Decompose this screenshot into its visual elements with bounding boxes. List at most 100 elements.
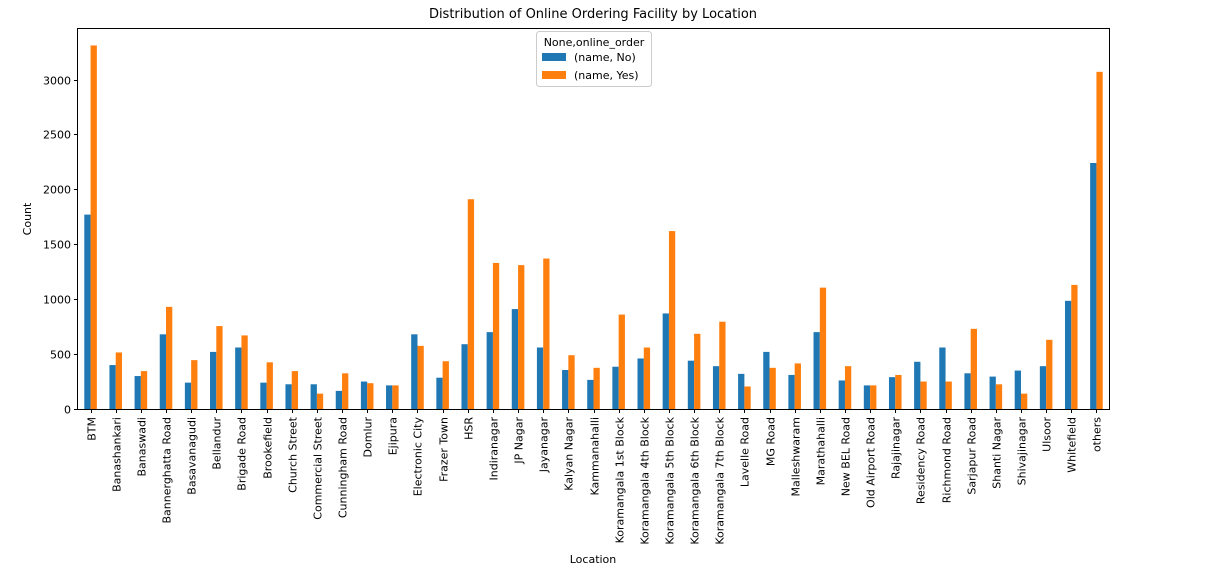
x-tick-label: Ejipura: [387, 417, 400, 455]
bar-yes-34: [945, 381, 952, 409]
x-tick-label: Commercial Street: [312, 416, 325, 519]
bar-no-16: [486, 332, 493, 409]
x-tick-label: BTM: [86, 417, 99, 441]
x-axis-label: Location: [570, 553, 617, 566]
bar-no-36: [989, 376, 996, 409]
bar-no-15: [461, 344, 468, 409]
axes-group: [77, 28, 1110, 410]
legend-swatch-yes: [542, 71, 566, 79]
bar-yes-35: [970, 328, 977, 409]
x-tick-label: Kammanahalli: [589, 417, 602, 496]
x-tick-label: Lavelle Road: [739, 417, 752, 487]
bar-yes-5: [216, 326, 223, 409]
bar-no-39: [1064, 300, 1072, 409]
x-ticks: BTM Banashankari Banaswadi Bannerghatta Roa…: [86, 409, 1104, 545]
x-tick-label: Ulsoor: [1041, 417, 1054, 452]
x-tick-label: JP Nagar: [513, 417, 526, 465]
x-tick-label: Koramangala 1st Block: [614, 416, 627, 543]
x-tick-label: Brookefield: [262, 417, 275, 479]
bar-yes-20: [593, 367, 600, 409]
x-tick-label: Domlur: [362, 417, 375, 458]
bar-yes-32: [895, 374, 902, 409]
bar-no-11: [360, 381, 368, 409]
x-tick-label: Koramangala 5th Block: [664, 416, 677, 544]
y-tick-label: 3000: [43, 75, 71, 88]
bar-yes-31: [870, 385, 877, 409]
bar-yes-33: [920, 381, 927, 409]
bar-no-10: [335, 390, 343, 409]
bar-no-32: [888, 377, 896, 409]
bar-yes-13: [417, 345, 424, 409]
bar-no-3: [159, 334, 167, 409]
bar-no-4: [184, 382, 192, 409]
legend-title: None,online_order: [544, 36, 645, 49]
x-tick-label: Banaswadi: [136, 417, 149, 477]
x-tick-label: Basavanagudi: [186, 417, 199, 495]
bar-yes-29: [819, 287, 827, 409]
legend-swatch-no: [542, 53, 566, 61]
bar-no-1: [109, 365, 116, 409]
x-tick-label: Bannerghatta Road: [161, 417, 174, 524]
plot-frame: [77, 28, 1110, 410]
chart-title: Distribution of Online Ordering Facility…: [429, 7, 757, 22]
y-ticks: 0 500 1000 1500 2000 2500 3000: [43, 75, 78, 417]
x-tick-label: Koramangala 4th Block: [639, 416, 652, 544]
bar-yes-3: [166, 306, 173, 409]
bar-no-6: [235, 347, 242, 409]
bar-no-0: [84, 214, 91, 409]
bar-no-38: [1039, 366, 1047, 409]
bar-no-25: [712, 366, 720, 409]
bar-yes-39: [1071, 284, 1078, 409]
y-tick-label: 1500: [43, 239, 71, 252]
x-tick-label: Frazer Town: [438, 417, 451, 482]
bar-no-8: [285, 384, 292, 409]
bar-no-17: [511, 309, 519, 409]
y-tick-label: 500: [50, 349, 71, 362]
bar-no-35: [964, 373, 971, 409]
bar-yes-14: [442, 361, 449, 409]
bar-yes-18: [543, 258, 550, 409]
bar-no-21: [612, 366, 619, 409]
x-tick-label: Koramangala 7th Block: [714, 416, 727, 544]
bar-no-40: [1090, 162, 1097, 409]
y-tick-label: 2500: [43, 129, 71, 142]
bar-no-34: [939, 347, 946, 409]
bar-yes-30: [844, 366, 852, 409]
bar-yes-22: [643, 347, 651, 409]
bar-yes-21: [618, 314, 625, 409]
x-tick-label: Church Street: [287, 416, 300, 493]
bar-yes-16: [492, 262, 500, 409]
bar-yes-12: [392, 385, 399, 409]
bar-no-18: [536, 347, 544, 409]
bar-yes-37: [1020, 393, 1028, 409]
bar-no-9: [310, 384, 317, 409]
bar-no-5: [210, 351, 217, 409]
bar-yes-40: [1096, 71, 1103, 409]
bar-no-19: [562, 370, 569, 409]
x-tick-label: Old Airport Road: [865, 417, 878, 508]
x-tick-label: Koramangala 6th Block: [689, 416, 702, 544]
legend: None,online_order (name, No) (name, Yes): [536, 31, 652, 87]
bar-no-2: [134, 376, 141, 409]
bar-no-30: [838, 380, 845, 409]
legend-label-yes: (name, Yes): [574, 69, 639, 82]
bar-yes-26: [744, 386, 751, 409]
y-tick-label: 2000: [43, 184, 71, 197]
x-tick-label: Shivajinagar: [1016, 417, 1029, 486]
y-tick-label: 0: [64, 404, 71, 417]
bar-yes-7: [266, 362, 273, 409]
bar-yes-36: [995, 384, 1003, 409]
x-tick-label: Rajajinagar: [890, 417, 903, 479]
x-tick-label: Indiranagar: [488, 417, 501, 481]
x-tick-label: Whitefield: [1066, 417, 1079, 473]
bar-no-26: [738, 373, 745, 409]
x-tick-label: MG Road: [765, 417, 778, 466]
bar-yes-9: [316, 393, 324, 409]
y-axis-label: Count: [21, 202, 34, 235]
bar-no-37: [1014, 370, 1021, 409]
bar-yes-11: [367, 383, 374, 409]
x-tick-label: Marathahalli: [815, 417, 828, 485]
x-tick-label: Brigade Road: [236, 417, 249, 491]
